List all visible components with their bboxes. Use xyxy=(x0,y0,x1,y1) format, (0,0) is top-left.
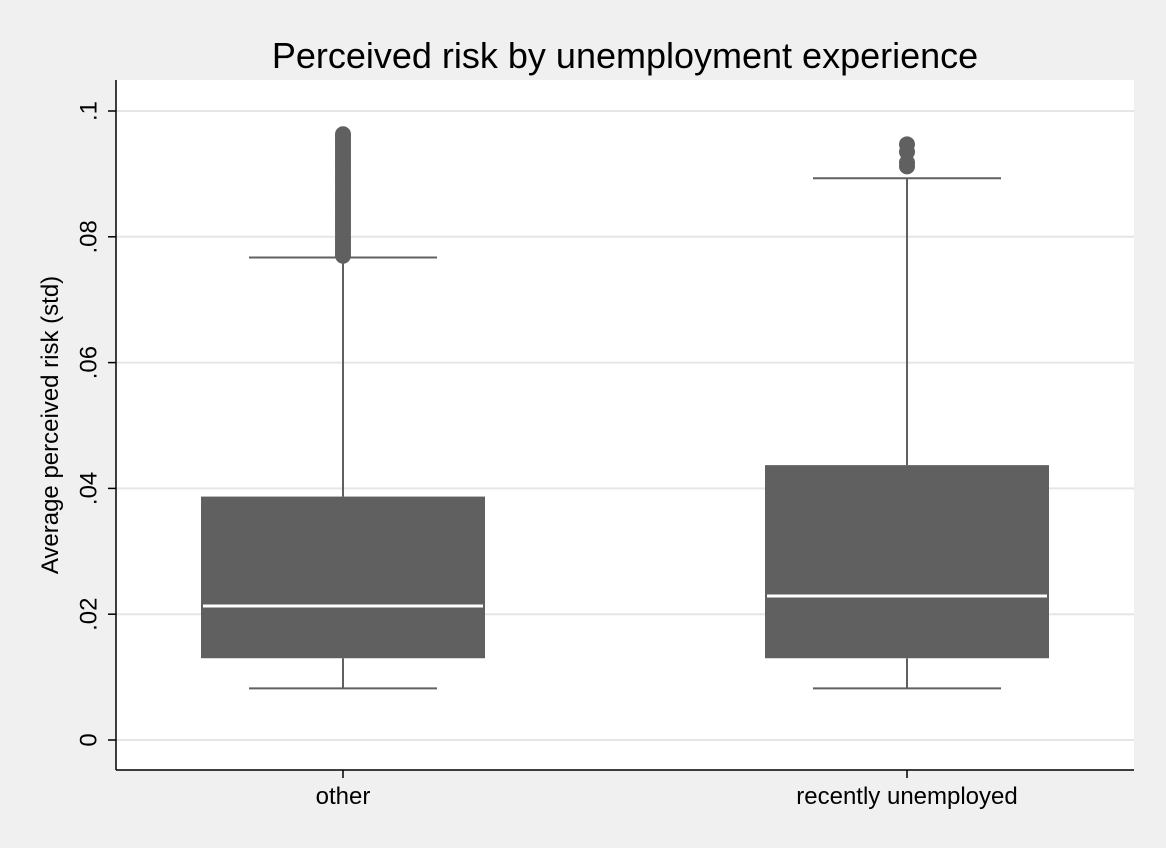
box-group xyxy=(765,136,1049,690)
axes xyxy=(115,80,1134,771)
y-tick-label: .06 xyxy=(75,346,102,379)
outlier-point xyxy=(335,126,351,143)
box-iqr xyxy=(765,465,1049,659)
box-iqr xyxy=(201,496,485,659)
boxes xyxy=(201,126,1049,690)
box-group xyxy=(201,126,485,690)
plot-area xyxy=(116,80,1134,770)
x-category-label: other xyxy=(316,783,371,810)
outlier-point xyxy=(899,136,915,153)
x-category-labels: other recently unemployed xyxy=(316,770,1018,810)
y-tick-label: .1 xyxy=(75,101,102,121)
x-category-label: recently unemployed xyxy=(796,783,1017,810)
y-tick-label: .04 xyxy=(75,472,102,505)
y-tick-label: .02 xyxy=(75,598,102,631)
y-tick-label: 0 xyxy=(75,733,102,746)
y-ticks: 0 .02 .04 .06 .08 .1 xyxy=(75,101,116,747)
y-axis-title: Average perceived risk (std) xyxy=(37,276,64,574)
chart-title: Perceived risk by unemployment experienc… xyxy=(272,35,978,76)
y-tick-label: .08 xyxy=(75,220,102,253)
